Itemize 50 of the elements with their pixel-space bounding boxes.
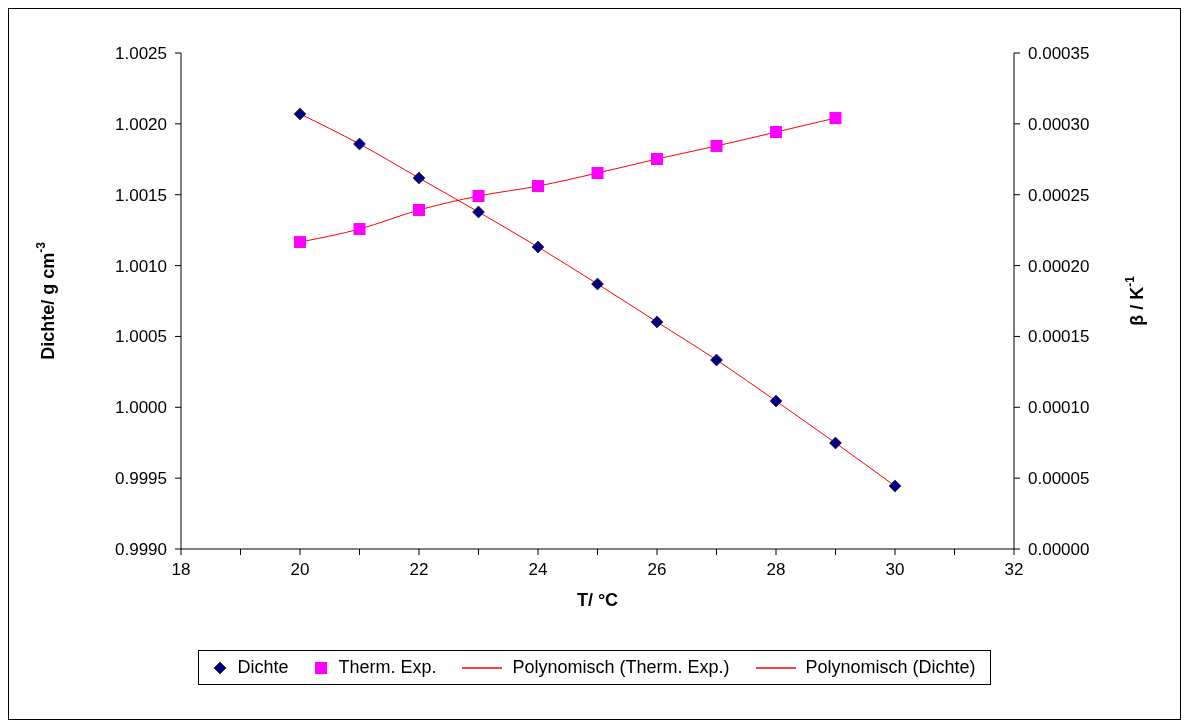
y2-tick-label: 0.00020 xyxy=(1028,256,1090,276)
point xyxy=(413,204,425,217)
y2-tick-label: 0.00005 xyxy=(1028,469,1090,489)
point xyxy=(888,479,902,493)
y-tick-label: 1.0000 xyxy=(115,398,167,418)
y-tick-label: 1.0010 xyxy=(115,256,167,276)
legend-label: Dichte xyxy=(237,657,289,678)
y2-tick-label: 0.00035 xyxy=(1028,44,1090,64)
point xyxy=(353,137,366,151)
point xyxy=(770,126,782,139)
y2-tick-label: 0.00030 xyxy=(1028,114,1090,134)
point xyxy=(293,107,307,121)
legend-label: Polynomisch (Dichte) xyxy=(805,657,976,678)
point xyxy=(472,189,485,202)
y2-tick-label: 0.00010 xyxy=(1028,398,1090,418)
point xyxy=(710,353,723,367)
x-tick-label: 32 xyxy=(1004,560,1024,580)
y-tick-label: 1.0005 xyxy=(115,327,167,347)
x-tick-label: 30 xyxy=(885,560,905,580)
x-tick-label: 22 xyxy=(409,560,429,580)
x-tick-label: 18 xyxy=(171,560,191,580)
x-tick-label: 28 xyxy=(766,560,786,580)
point xyxy=(531,240,545,254)
point xyxy=(412,171,426,185)
point xyxy=(294,236,306,249)
y-tick-label: 0.9995 xyxy=(115,469,167,489)
point xyxy=(829,436,842,450)
y-tick-label: 1.0015 xyxy=(115,185,167,205)
y2-tick-label: 0.00025 xyxy=(1028,185,1090,205)
point xyxy=(591,167,604,180)
y2-tick-label: 0.00015 xyxy=(1028,327,1090,347)
x-axis-title: T/ °C xyxy=(576,589,619,610)
y-tick-label: 1.0020 xyxy=(115,114,167,134)
legend-label: Polynomisch (Therm. Exp.) xyxy=(512,657,730,678)
point xyxy=(710,139,723,152)
point xyxy=(472,205,485,219)
point xyxy=(829,112,842,125)
point xyxy=(769,394,783,408)
x-tick-label: 24 xyxy=(528,560,548,580)
y-tick-label: 0.9990 xyxy=(115,540,167,560)
y2-tick-label: 0.00000 xyxy=(1028,540,1090,560)
point xyxy=(591,277,604,291)
legend-label: Therm. Exp. xyxy=(338,657,437,678)
point xyxy=(650,315,664,329)
x-tick-label: 20 xyxy=(290,560,310,580)
point xyxy=(353,223,366,236)
point xyxy=(651,153,663,165)
point xyxy=(532,180,544,193)
y-tick-label: 1.0025 xyxy=(115,44,167,64)
x-tick-label: 26 xyxy=(647,560,667,580)
